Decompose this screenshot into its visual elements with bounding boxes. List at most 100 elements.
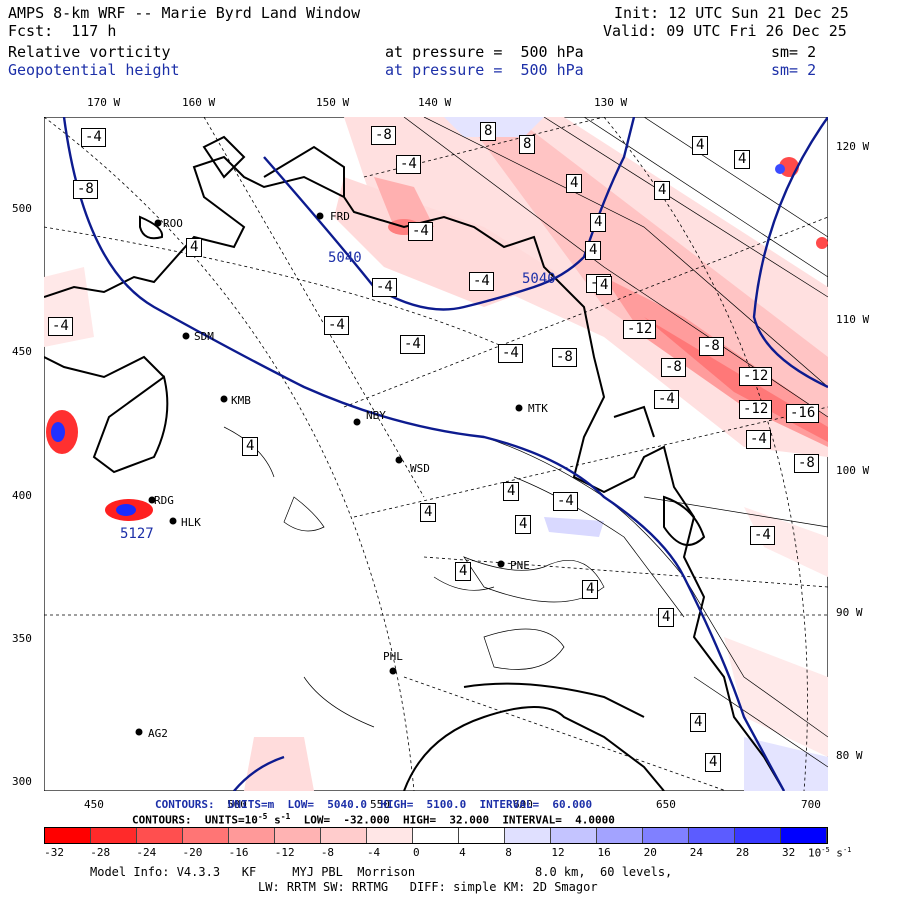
model-info-line1: Model Info: V4.3.3 KF MYJ PBL Morrison bbox=[90, 865, 416, 879]
colorbar-swatch bbox=[183, 828, 229, 843]
vorticity-label: -4 bbox=[324, 316, 349, 335]
station-mtk: MTK bbox=[528, 402, 548, 415]
vorticity-label: -4 bbox=[396, 155, 421, 174]
colorbar-tick-label: 32 bbox=[782, 846, 796, 859]
contours-vort-prefix: CONTOURS: UNITS=10 bbox=[132, 813, 258, 827]
colorbar-swatch bbox=[137, 828, 183, 843]
station-nby: NBY bbox=[366, 409, 386, 422]
vorticity-label: 4 bbox=[654, 181, 671, 200]
colorbar-unit-tail-sup: -1 bbox=[842, 846, 852, 854]
colorbar-swatch bbox=[505, 828, 551, 843]
y-tick-300: 300 bbox=[12, 775, 32, 788]
colorbar-swatch bbox=[367, 828, 413, 843]
station-phl: PHL bbox=[383, 650, 403, 663]
colorbar-unit-tail: s bbox=[829, 846, 843, 860]
vorticity-label: -8 bbox=[552, 348, 577, 367]
contours-info-vorticity: CONTOURS: UNITS=10-5 s-1 LOW= -32.000 HI… bbox=[132, 812, 615, 827]
station-sdm: SDM bbox=[194, 330, 214, 343]
lon-label-80w: 80 W bbox=[836, 749, 863, 762]
vorticity-label: 4 bbox=[566, 174, 583, 193]
colorbar-tick-label: -16 bbox=[228, 846, 249, 859]
vorticity-label: -8 bbox=[73, 180, 98, 199]
lon-label-140w: 140 W bbox=[418, 96, 452, 109]
colorbar-swatch bbox=[229, 828, 275, 843]
lon-label-130w: 130 W bbox=[594, 96, 628, 109]
contours-vort-units-sup: -5 bbox=[257, 812, 268, 821]
vorticity-label: 4 bbox=[455, 562, 472, 581]
vorticity-label: -4 bbox=[48, 317, 73, 336]
colorbar-swatch bbox=[275, 828, 321, 843]
vorticity-label: -4 bbox=[81, 128, 106, 147]
colorbar-swatch bbox=[45, 828, 91, 843]
y-tick-450: 450 bbox=[12, 345, 32, 358]
colorbar-tick-label: 16 bbox=[597, 846, 611, 859]
vorticity-label: -4 bbox=[469, 272, 494, 291]
colorbar-tick-label: 0 bbox=[413, 846, 420, 859]
vorticity-label: 4 bbox=[186, 238, 203, 257]
station-pne: PNE bbox=[510, 559, 530, 572]
contours-info-height: CONTOURS: UNITS=m LOW= 5040.0 HIGH= 5100… bbox=[155, 798, 592, 811]
colorbar-swatch bbox=[321, 828, 367, 843]
contours-height-interval: INTERVAL= 60.000 bbox=[479, 798, 593, 811]
vorticity-label: -8 bbox=[661, 358, 686, 377]
station-kmb: KMB bbox=[231, 394, 251, 407]
x-tick-450: 450 bbox=[84, 798, 104, 811]
vorticity-label: -4 bbox=[372, 278, 397, 297]
vorticity-label: 4 bbox=[582, 580, 599, 599]
station-hlk: HLK bbox=[181, 516, 201, 529]
lon-label-150w: 150 W bbox=[316, 96, 350, 109]
contours-height-low: LOW= 5040.0 bbox=[287, 798, 367, 811]
vorticity-label: -4 bbox=[746, 430, 771, 449]
forecast-hour: Fcst: 117 h bbox=[8, 22, 117, 40]
lon-label-170w: 170 W bbox=[87, 96, 121, 109]
vorticity-label: 8 bbox=[480, 122, 497, 141]
lon-label-160w: 160 W bbox=[182, 96, 216, 109]
lon-label-90w: 90 W bbox=[836, 606, 863, 619]
vorticity-label: 4 bbox=[420, 503, 437, 522]
colorbar-tick-label: -12 bbox=[274, 846, 295, 859]
colorbar-swatch bbox=[781, 828, 827, 843]
colorbar-swatch bbox=[413, 828, 459, 843]
field1-level: at pressure = 500 hPa bbox=[385, 43, 584, 61]
vorticity-label: -12 bbox=[739, 367, 773, 386]
init-time: Init: 12 UTC Sun 21 Dec 25 bbox=[614, 4, 849, 22]
colorbar-swatch bbox=[91, 828, 137, 843]
contours-vort-interval: INTERVAL= 4.0000 bbox=[502, 813, 615, 827]
colorbar-swatch bbox=[551, 828, 597, 843]
colorbar-swatch bbox=[689, 828, 735, 843]
x-tick-650: 650 bbox=[656, 798, 676, 811]
field2-smooth: sm= 2 bbox=[771, 61, 817, 79]
height-label-5127: 5127 bbox=[120, 526, 154, 542]
height-label-5040-a: 5040 bbox=[328, 250, 362, 266]
valid-time: Valid: 09 UTC Fri 26 Dec 25 bbox=[603, 22, 847, 40]
vorticity-label: -12 bbox=[623, 320, 657, 339]
colorbar-tick-label: 24 bbox=[689, 846, 703, 859]
vorticity-label: -8 bbox=[371, 126, 396, 145]
colorbar-tick-label: -20 bbox=[182, 846, 203, 859]
colorbar-tick-label: -24 bbox=[136, 846, 157, 859]
colorbar-unit: 10-5 s-1 bbox=[808, 846, 851, 860]
vorticity-label: 4 bbox=[692, 136, 709, 155]
lon-label-120w: 120 W bbox=[836, 140, 870, 153]
colorbar-tick-label: 4 bbox=[459, 846, 466, 859]
vorticity-label: -4 bbox=[654, 390, 679, 409]
colorbar-swatch bbox=[735, 828, 781, 843]
vorticity-label: 4 bbox=[596, 276, 613, 295]
x-tick-500: 500 bbox=[227, 798, 247, 811]
vorticity-label: -4 bbox=[400, 335, 425, 354]
colorbar-unit-sup: -5 bbox=[821, 846, 830, 854]
colorbar-swatch bbox=[597, 828, 643, 843]
vorticity-label: -4 bbox=[498, 344, 523, 363]
vorticity-label: 4 bbox=[690, 713, 707, 732]
vorticity-label: 4 bbox=[705, 753, 722, 772]
field2-name: Geopotential height bbox=[8, 61, 180, 79]
colorbar-swatch bbox=[459, 828, 505, 843]
map-title: AMPS 8-km WRF -- Marie Byrd Land Window bbox=[8, 4, 361, 22]
station-rdg: RDG bbox=[154, 494, 174, 507]
colorbar bbox=[44, 827, 828, 844]
vorticity-map[interactable] bbox=[44, 117, 828, 791]
colorbar-tick-label: -8 bbox=[320, 846, 335, 859]
station-roo: ROO bbox=[163, 217, 183, 230]
contours-height-high: HIGH= 5100.0 bbox=[380, 798, 467, 811]
colorbar-tick-label: 28 bbox=[735, 846, 750, 859]
